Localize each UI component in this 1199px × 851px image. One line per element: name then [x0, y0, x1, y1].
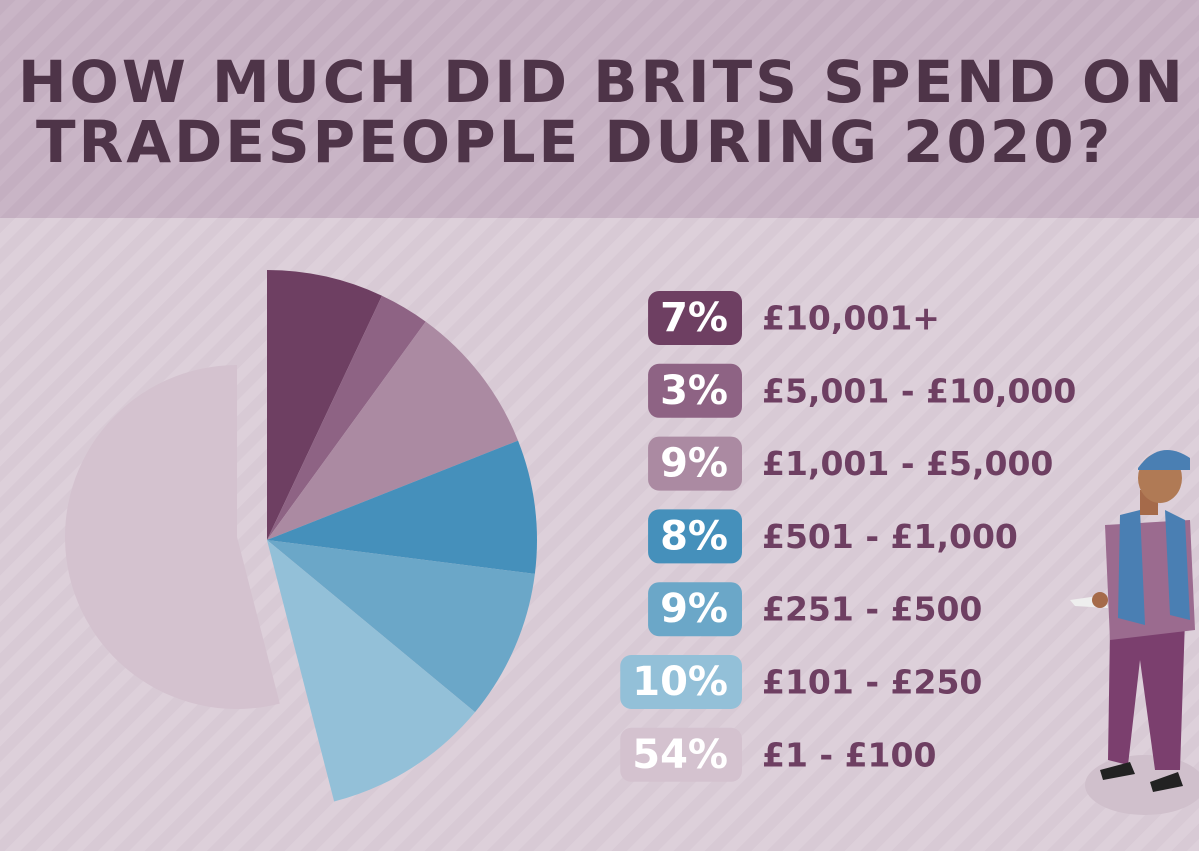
value-badge: [620, 655, 742, 709]
value-label: 9%: [660, 441, 728, 487]
pie-slice: [65, 365, 280, 709]
pie: [65, 270, 537, 802]
legend: 7% £10,001+ 3% £5,001 - £10,000 9% £1,001 - £…: [620, 291, 1076, 782]
value-badge: [648, 291, 742, 345]
value-label: 54%: [632, 732, 728, 778]
legend-label: £101 - £250: [762, 663, 982, 702]
value-label: 10%: [632, 659, 728, 705]
header-band: [0, 0, 1199, 218]
pie-slice: [267, 321, 519, 540]
value-label: 7%: [660, 295, 728, 341]
legend-label: £251 - £500: [762, 590, 982, 629]
value-label: 9%: [660, 586, 728, 632]
worker-illustration: [1070, 450, 1199, 815]
value-label: 3%: [660, 368, 728, 414]
title-line: TRADESPEOPLE DURING 2020?: [36, 108, 1113, 176]
value-badge: [648, 363, 742, 418]
legend-label: £10,001+: [762, 299, 940, 338]
legend-label: £1 - £100: [762, 735, 936, 774]
value-badge: [620, 727, 742, 782]
pie-slice: [267, 540, 535, 713]
pie-slice: [267, 540, 476, 802]
legend-label: £1,001 - £5,000: [762, 444, 1053, 483]
legend-label: £501 - £1,000: [762, 517, 1018, 556]
legend-label: £5,001 - £10,000: [762, 371, 1076, 410]
pie-slice: [267, 295, 426, 540]
pie-slice: [267, 440, 537, 574]
value-badge: [648, 436, 742, 491]
title-line: HOW MUCH DID BRITS SPEND ON: [18, 48, 1186, 116]
value-badge: [648, 582, 742, 637]
value-label: 8%: [660, 513, 728, 559]
value-badge: [648, 509, 742, 564]
pie-slice: [267, 270, 382, 540]
